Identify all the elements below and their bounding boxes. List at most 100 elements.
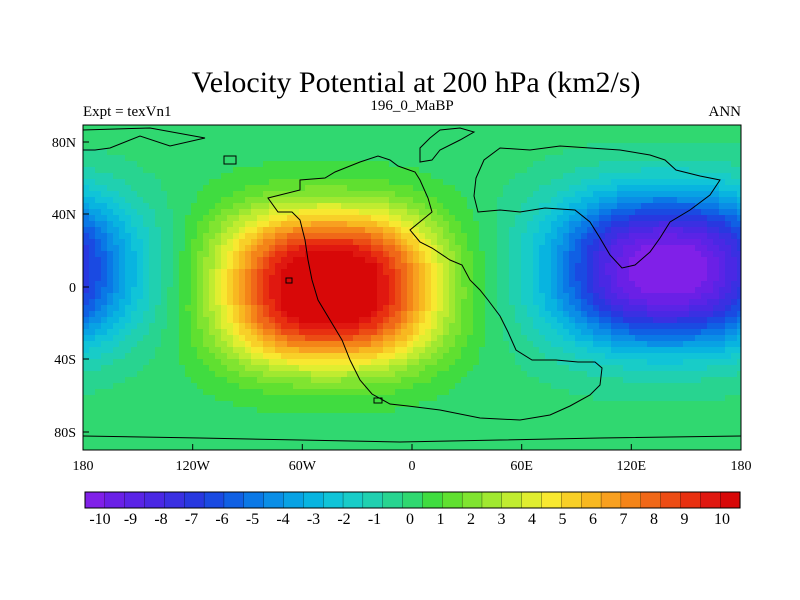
field-cell	[575, 179, 582, 186]
field-cell	[683, 377, 690, 384]
field-cell	[275, 323, 282, 330]
field-cell	[143, 251, 150, 258]
field-cell	[593, 365, 600, 372]
field-cell	[365, 197, 372, 204]
field-cell	[401, 137, 408, 144]
field-cell	[245, 167, 252, 174]
field-cell	[497, 329, 504, 336]
field-cell	[101, 305, 108, 312]
field-cell	[341, 155, 348, 162]
field-cell	[677, 251, 684, 258]
field-cell	[245, 203, 252, 210]
field-cell	[419, 287, 426, 294]
field-cell	[119, 329, 126, 336]
field-cell	[461, 317, 468, 324]
field-cell	[443, 149, 450, 156]
field-cell	[329, 377, 336, 384]
field-cell	[293, 179, 300, 186]
field-cell	[143, 305, 150, 312]
field-cell	[299, 311, 306, 318]
field-cell	[329, 359, 336, 366]
field-cell	[155, 341, 162, 348]
field-cell	[653, 341, 660, 348]
field-cell	[707, 179, 714, 186]
field-cell	[617, 365, 624, 372]
field-cell	[545, 239, 552, 246]
field-cell	[83, 341, 90, 348]
field-cell	[455, 305, 462, 312]
field-cell	[623, 275, 630, 282]
field-cell	[131, 335, 138, 342]
field-cell	[623, 251, 630, 258]
field-cell	[233, 209, 240, 216]
field-cell	[143, 317, 150, 324]
field-cell	[119, 233, 126, 240]
field-cell	[233, 197, 240, 204]
field-cell	[347, 167, 354, 174]
field-cell	[665, 311, 672, 318]
field-cell	[233, 191, 240, 198]
field-cell	[341, 221, 348, 228]
field-cell	[227, 347, 234, 354]
field-cell	[473, 365, 480, 372]
field-cell	[203, 347, 210, 354]
field-cell	[95, 251, 102, 258]
field-cell	[467, 185, 474, 192]
field-cell	[689, 161, 696, 168]
field-cell	[287, 311, 294, 318]
field-cell	[539, 137, 546, 144]
field-cell	[95, 305, 102, 312]
field-cell	[479, 263, 486, 270]
field-cell	[161, 179, 168, 186]
field-cell	[629, 293, 636, 300]
field-cell	[161, 365, 168, 372]
field-cell	[251, 311, 258, 318]
field-cell	[545, 347, 552, 354]
field-cell	[479, 215, 486, 222]
field-cell	[287, 125, 294, 132]
field-cell	[683, 281, 690, 288]
field-cell	[209, 203, 216, 210]
field-cell	[641, 293, 648, 300]
field-cell	[473, 335, 480, 342]
field-cell	[731, 335, 738, 342]
field-cell	[377, 263, 384, 270]
field-cell	[665, 275, 672, 282]
field-cell	[665, 197, 672, 204]
field-cell	[119, 275, 126, 282]
field-cell	[725, 137, 732, 144]
field-cell	[83, 161, 90, 168]
field-cell	[353, 323, 360, 330]
field-cell	[659, 137, 666, 144]
field-cell	[131, 131, 138, 138]
field-cell	[107, 221, 114, 228]
field-cell	[299, 341, 306, 348]
field-cell	[221, 137, 228, 144]
field-cell	[419, 335, 426, 342]
field-cell	[701, 359, 708, 366]
field-cell	[143, 311, 150, 318]
field-cell	[605, 191, 612, 198]
field-cell	[545, 155, 552, 162]
field-cell	[641, 185, 648, 192]
field-cell	[221, 389, 228, 396]
field-cell	[527, 305, 534, 312]
field-cell	[185, 365, 192, 372]
field-cell	[485, 191, 492, 198]
field-cell	[335, 299, 342, 306]
field-cell	[323, 359, 330, 366]
field-cell	[281, 263, 288, 270]
field-cell	[311, 311, 318, 318]
field-cell	[653, 347, 660, 354]
field-cell	[173, 215, 180, 222]
field-cell	[413, 335, 420, 342]
field-cell	[689, 137, 696, 144]
field-cell	[227, 383, 234, 390]
field-cell	[719, 353, 726, 360]
field-cell	[119, 347, 126, 354]
field-cell	[167, 149, 174, 156]
field-cell	[263, 245, 270, 252]
field-cell	[383, 215, 390, 222]
field-cell	[317, 203, 324, 210]
field-cell	[287, 365, 294, 372]
